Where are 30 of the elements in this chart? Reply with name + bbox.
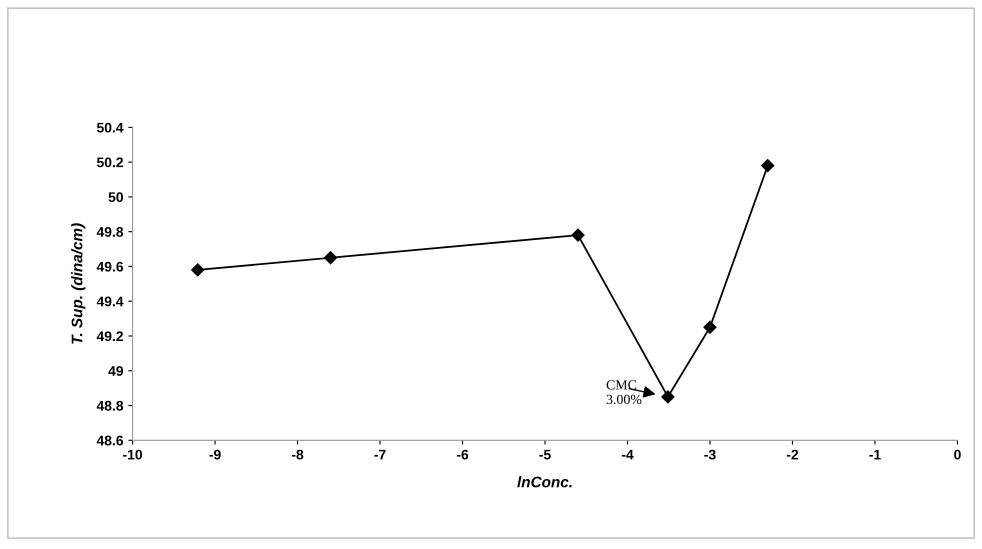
point	[191, 263, 204, 277]
y-tick-label: 48.8	[96, 400, 124, 411]
y-tick-label: 48.6	[96, 436, 124, 446]
x-tick-label: -8	[292, 450, 304, 460]
annotation: CMC 3.00%	[606, 380, 642, 404]
y-tick-label: 50.4	[96, 122, 124, 133]
y-tick-label: 50.2	[96, 157, 123, 168]
y-tick-label: 50	[108, 192, 123, 202]
x-axis-title: lnConc.	[517, 476, 572, 488]
point	[571, 228, 585, 242]
y-tick-label: 49.8	[96, 227, 124, 237]
y-axis-title: T. Sup. (dina/cm)	[71, 223, 86, 344]
x-tick-label: -3	[704, 450, 716, 460]
x-tick-label: -9	[209, 450, 221, 460]
y-tick-label: 49.6	[96, 262, 124, 272]
point	[761, 159, 774, 172]
x-tick-label: -4	[622, 450, 634, 460]
y-tick-label: 49.2	[96, 331, 123, 342]
x-tick-label: -2	[786, 450, 798, 460]
point	[661, 390, 675, 404]
point	[703, 320, 717, 334]
point	[324, 251, 338, 264]
x-tick-label: -1	[869, 450, 881, 460]
x-tick-label: -10	[123, 450, 142, 460]
x-tick-label: -7	[374, 450, 386, 460]
x-tick-label: -6	[456, 450, 468, 460]
y-tick-label: 49.4	[96, 296, 124, 306]
x-tick-label: 0	[954, 450, 961, 460]
x-tick-label: -5	[539, 450, 551, 460]
y-tick-label: 49	[108, 366, 124, 376]
